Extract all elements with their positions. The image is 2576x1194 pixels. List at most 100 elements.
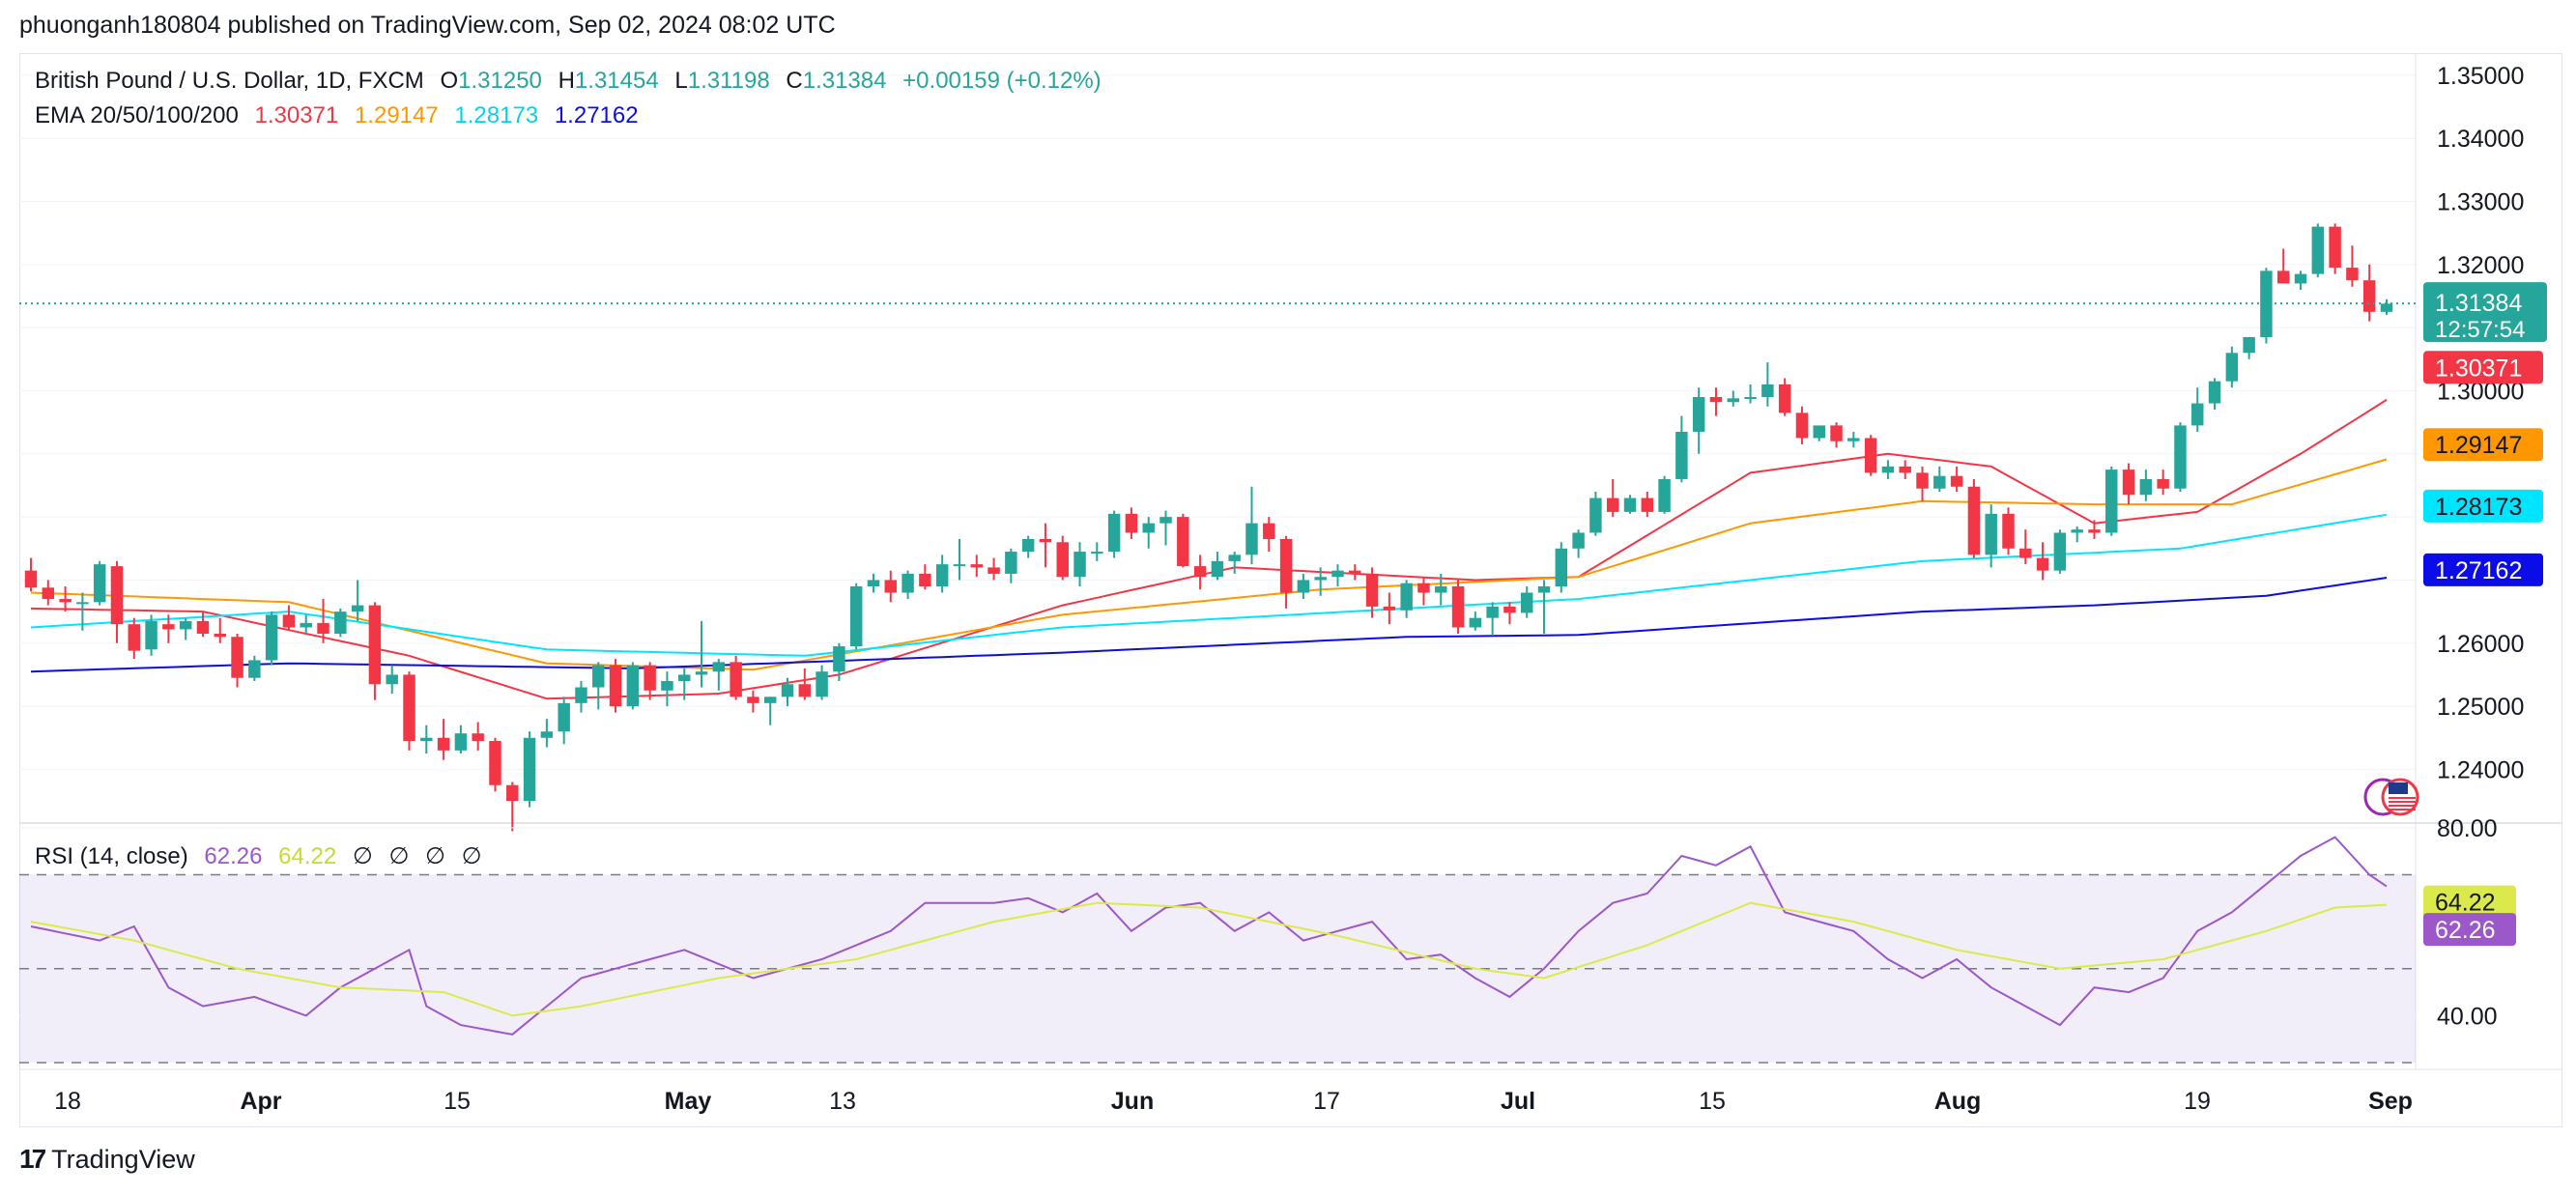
candle-body <box>747 696 759 703</box>
candle <box>2260 268 2273 344</box>
candle-body <box>1606 498 1619 512</box>
candle-body <box>248 660 261 678</box>
ema-label[interactable]: EMA 20/50/100/200 <box>35 102 239 128</box>
time-tick-label: 13 <box>829 1088 856 1115</box>
candle <box>884 570 898 603</box>
candle <box>747 690 759 713</box>
candle <box>317 599 329 643</box>
candle <box>798 668 812 700</box>
na-symbol: ∅ <box>425 843 445 869</box>
candle <box>2071 526 2083 543</box>
candle <box>609 659 622 713</box>
rsi-value: 62.26 <box>204 843 263 869</box>
candle-body <box>523 737 536 802</box>
candle-body <box>867 580 880 586</box>
candle <box>1159 510 1172 546</box>
candle <box>300 614 312 634</box>
candle-body <box>1658 478 1671 512</box>
candle <box>472 722 484 751</box>
candle-body <box>1778 384 1791 413</box>
candle <box>523 731 536 808</box>
price-tick-label: 1.33000 <box>2437 189 2524 216</box>
candle <box>1297 573 1310 600</box>
candle-body <box>1486 606 1499 618</box>
candle <box>1795 406 1809 445</box>
candle-body <box>2243 336 2255 354</box>
candle <box>540 719 554 748</box>
candle <box>763 696 777 725</box>
candle <box>2036 542 2049 581</box>
currency-flag-icon <box>2363 778 2419 816</box>
candle-body <box>1451 585 1465 628</box>
candle <box>833 642 845 681</box>
candle-body <box>2002 513 2015 549</box>
rsi-label[interactable]: RSI (14, close) <box>35 843 188 869</box>
candle <box>1107 510 1121 558</box>
candle <box>1950 466 1963 493</box>
candle <box>1005 548 1017 583</box>
candle-body <box>919 573 931 586</box>
candle <box>1279 535 1293 609</box>
candle-body <box>403 674 415 742</box>
candle-body <box>1383 606 1396 611</box>
candle <box>1091 542 1103 561</box>
candle-body <box>1675 431 1688 479</box>
candle <box>575 680 587 713</box>
countdown-text: 12:57:54 <box>2435 317 2525 343</box>
candle <box>1349 564 1361 581</box>
candle-body <box>317 622 329 634</box>
time-tick-label: Jul <box>1501 1088 1535 1115</box>
candle-body <box>2036 557 2049 571</box>
candle-body <box>162 624 175 630</box>
candle-body <box>1005 552 1017 574</box>
candle-body <box>1761 384 1774 398</box>
candle-body <box>179 620 192 630</box>
candle <box>1572 529 1585 558</box>
candle-body <box>884 580 898 593</box>
close-value: C1.31384 <box>786 68 887 94</box>
ema100-value: 1.28173 <box>454 102 539 128</box>
candle <box>1383 592 1396 625</box>
symbol-title[interactable]: British Pound / U.S. Dollar, 1D, FXCM <box>35 68 424 94</box>
ema200-value: 1.27162 <box>554 102 639 128</box>
candle-body <box>2139 478 2153 496</box>
candle <box>1864 435 1877 476</box>
candle-body <box>1039 538 1052 543</box>
candle <box>1830 422 1843 448</box>
candle <box>1331 564 1344 586</box>
candle-body <box>1056 542 1069 578</box>
candle-body <box>1881 466 1895 473</box>
time-tick-label: 18 <box>54 1088 81 1115</box>
candle <box>1641 492 1654 518</box>
candle-body <box>42 587 55 600</box>
rsi-badge-text: 62.26 <box>2435 917 2496 944</box>
symbol-legend: British Pound / U.S. Dollar, 1D, FXCM O1… <box>35 68 1111 95</box>
candle <box>437 719 450 760</box>
brand-name: TradingView <box>51 1144 195 1174</box>
candle-body <box>1985 513 1997 555</box>
candle-body <box>953 564 966 567</box>
candle <box>265 611 278 666</box>
candle <box>1039 523 1052 568</box>
candle-body <box>1623 498 1637 512</box>
time-tick-label: Jun <box>1111 1088 1154 1115</box>
rsi-ma-line <box>30 901 2388 1017</box>
tradingview-brand[interactable]: 17 TradingView <box>19 1144 195 1175</box>
candle <box>592 662 605 710</box>
candle-body <box>2157 478 2169 489</box>
rsi-band-fill <box>19 874 2416 1063</box>
candle-body <box>2019 548 2032 558</box>
candle <box>1365 567 1379 618</box>
candle <box>2139 469 2153 501</box>
candle <box>626 662 640 710</box>
candle-body <box>1864 438 1877 473</box>
candle-body <box>454 733 468 751</box>
candle <box>1537 580 1551 634</box>
candle-body <box>1692 397 1705 432</box>
candle <box>1881 460 1895 479</box>
candle-body <box>2122 469 2135 496</box>
candle-body <box>987 567 1000 574</box>
price-tick-label: 1.35000 <box>2437 63 2524 90</box>
candle <box>2157 469 2169 496</box>
